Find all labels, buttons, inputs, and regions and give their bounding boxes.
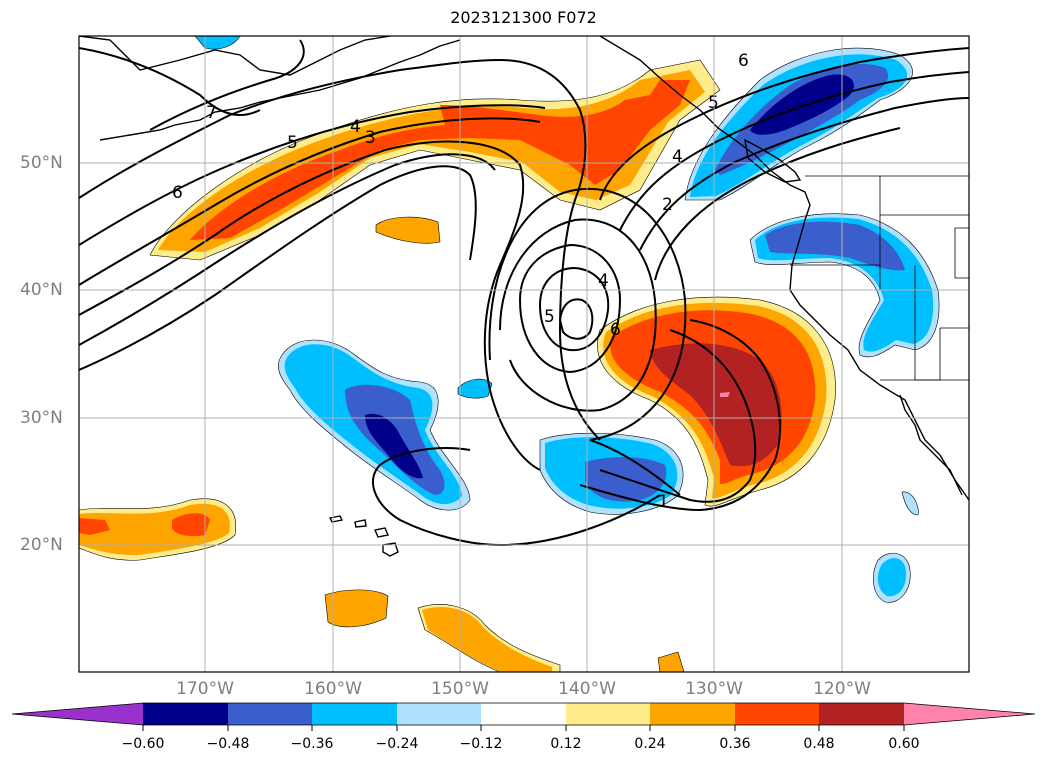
- contour-labels: 7 6 5 4 3 6 5 4 2 4 5 6 1: [172, 51, 749, 512]
- contour-label: 5: [287, 133, 298, 153]
- colorbar-bin: [312, 703, 397, 725]
- contour-label: 4: [350, 117, 361, 137]
- lat-label: 40°N: [20, 280, 63, 300]
- colorbar-tick-label: −0.48: [206, 736, 250, 752]
- warm-patches-south: [194, 36, 685, 672]
- contour-label: 6: [172, 183, 183, 203]
- colorbar-tick-label: 0.60: [888, 736, 920, 752]
- colorbar-tick-label: 0.36: [719, 736, 751, 752]
- gridlines: [79, 36, 969, 672]
- colorbar: [11, 702, 1036, 731]
- colorbar-bin: [735, 703, 819, 725]
- lat-label: 30°N: [20, 408, 63, 428]
- contour-label: 7: [206, 103, 217, 123]
- lon-label: 140°W: [558, 679, 616, 699]
- colorbar-bin: [397, 703, 481, 725]
- lon-label: 120°W: [813, 679, 871, 699]
- lon-label: 170°W: [176, 679, 234, 699]
- contour-label: 4: [598, 271, 609, 291]
- colorbar-extend-high: [904, 703, 1035, 725]
- height-contours: [79, 39, 969, 547]
- colorbar-tick-label: −0.36: [290, 736, 334, 752]
- colorbar-tick-label: 0.48: [803, 736, 835, 752]
- colorbar-bin: [228, 703, 312, 725]
- contour-label: 6: [610, 320, 621, 340]
- contour-label: 6: [738, 51, 749, 71]
- contour-label: 3: [365, 128, 376, 148]
- lon-label: 130°W: [685, 679, 743, 699]
- colorbar-bin: [819, 703, 904, 725]
- colorbar-tick-label: −0.12: [459, 736, 503, 752]
- contour-label: 1: [658, 492, 669, 512]
- colorbar-tick-label: 0.12: [550, 736, 582, 752]
- warm-band-north: [149, 59, 721, 261]
- lon-label: 160°W: [304, 679, 362, 699]
- colorbar-extend-low: [12, 703, 143, 725]
- colorbar-bin: [650, 703, 735, 725]
- map-title: 2023121300 F072: [450, 8, 597, 27]
- colorbar-bin: [143, 703, 228, 725]
- colorbar-tick-label: −0.60: [121, 736, 165, 752]
- contour-label: 4: [672, 147, 683, 167]
- colorbar-tick-label: −0.24: [375, 736, 419, 752]
- lon-label: 150°W: [431, 679, 489, 699]
- contour-label: 2: [662, 195, 673, 215]
- contour-label: 5: [544, 307, 555, 327]
- colorbar-bin: [481, 703, 566, 725]
- contour-label: 5: [708, 93, 719, 113]
- lat-label: 50°N: [20, 153, 63, 173]
- colorbar-tick-label: 0.24: [634, 736, 666, 752]
- lat-label: 20°N: [20, 535, 63, 555]
- colorbar-bin: [566, 703, 650, 725]
- warm-patch-midpacific: [375, 216, 441, 244]
- cool-field-west: [277, 339, 493, 511]
